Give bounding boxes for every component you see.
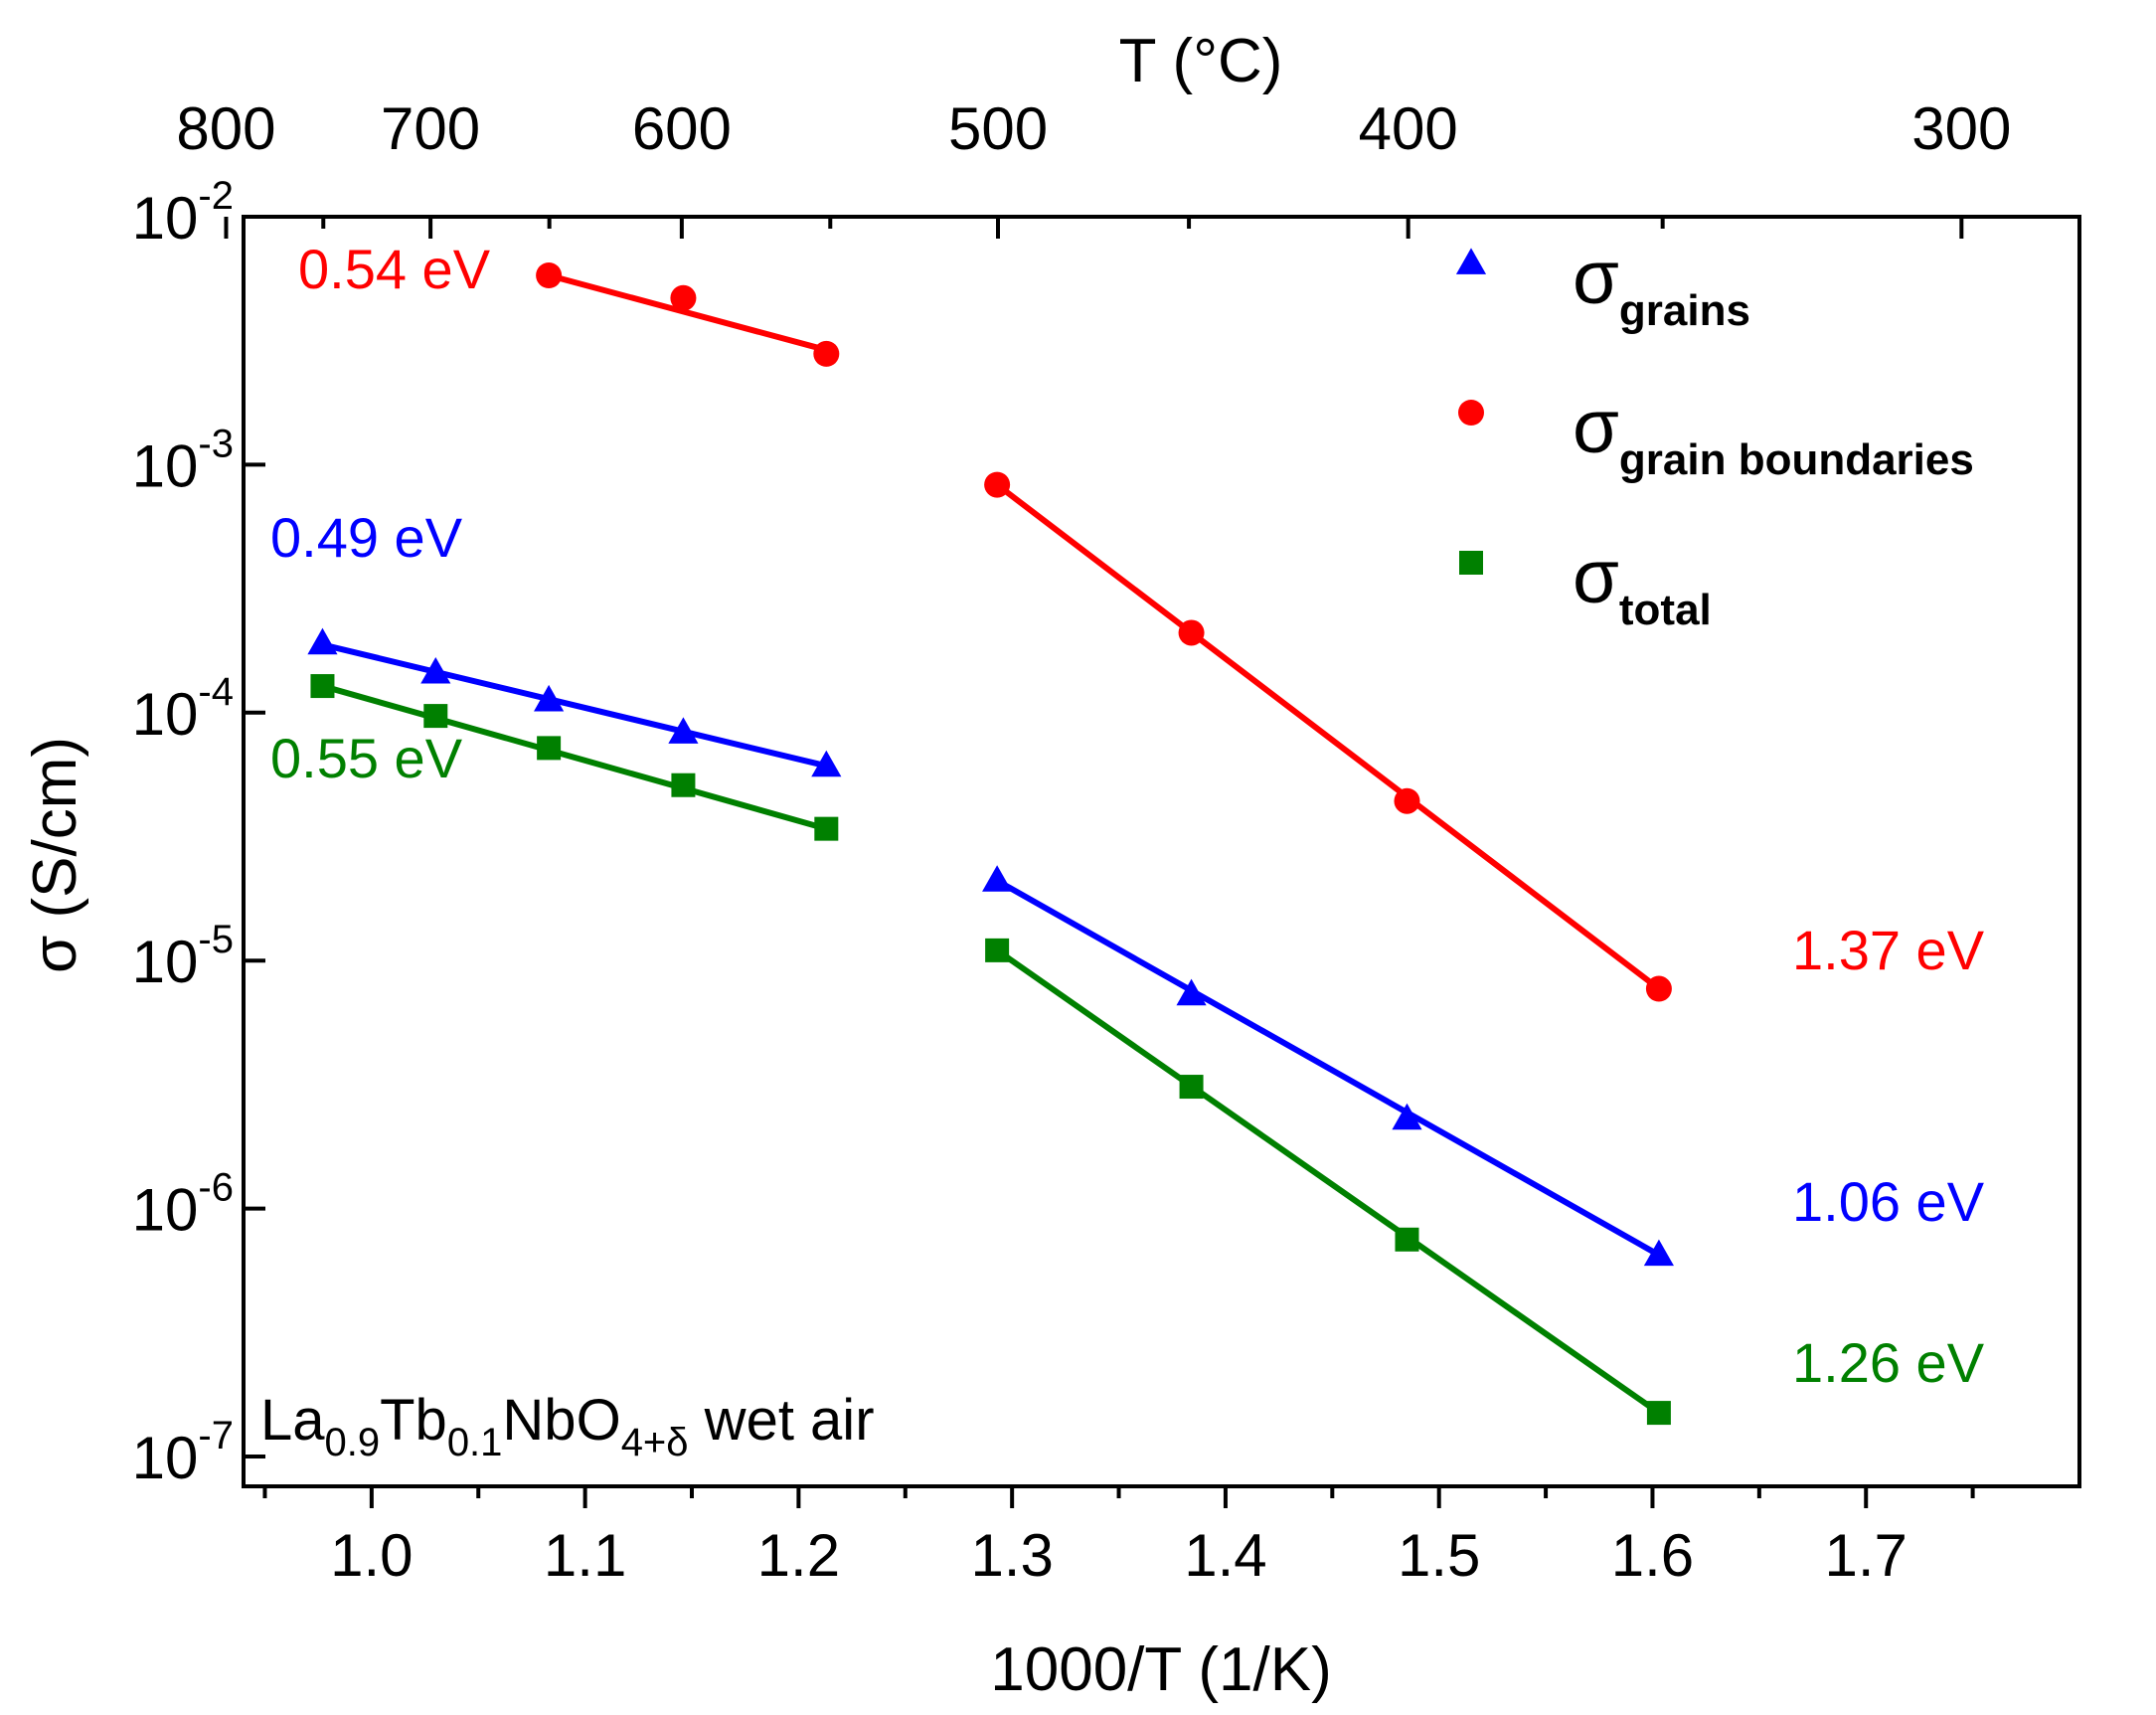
x-axis-title: 1000/T (1/K) <box>990 1635 1331 1704</box>
data-point <box>307 627 338 655</box>
fit-line <box>548 272 828 353</box>
fit-line <box>995 947 1661 1416</box>
sample-label: La0.9Tb0.1NbO4+δ wet air <box>260 1388 875 1464</box>
data-point <box>1176 978 1207 1006</box>
legend-marker <box>1459 551 1483 575</box>
data-point <box>1643 1239 1674 1267</box>
y-tick-label: 10-5 <box>132 918 234 995</box>
activation-energy-labels: 0.54 eV 0.49 eV 0.55 eV 1.37 eV 1.06 eV 1.26 … <box>270 238 1985 1394</box>
plot-frame <box>242 215 2081 1488</box>
y-tick-label: 10-7 <box>132 1414 234 1491</box>
data-point <box>1394 787 1420 814</box>
data-point <box>1646 1401 1671 1426</box>
fit-line <box>321 683 828 832</box>
data-point <box>985 938 1010 962</box>
fit-line <box>321 641 828 770</box>
data-point <box>1392 1103 1422 1130</box>
axes: 1.0 1.1 1.2 1.3 1.4 1.5 1.6 1.7 10-2 10-3 10-4 10-5… <box>132 95 2012 1589</box>
energy-label: 1.37 eV <box>1792 919 1985 981</box>
top-axis-title: T (°C) <box>1119 27 1283 95</box>
data-point <box>984 471 1011 498</box>
data-point <box>811 750 842 777</box>
data-point <box>671 772 696 797</box>
x-tick-label: 1.7 <box>1825 1522 1907 1589</box>
top-tick-label: 500 <box>948 95 1048 162</box>
y-tick-label: 10-4 <box>132 670 234 748</box>
x-tick-label: 1.2 <box>757 1522 840 1589</box>
data-point <box>423 704 448 729</box>
y-tick-label: 10-3 <box>132 422 234 499</box>
data-point <box>668 717 699 744</box>
legend-label: σgrains <box>1573 236 1750 335</box>
x-tick-label: 1.3 <box>970 1522 1053 1589</box>
x-tick-label: 1.0 <box>330 1522 413 1589</box>
fit-line <box>995 878 1661 1258</box>
y-tick-label: 10-6 <box>132 1166 234 1244</box>
data-point <box>1178 619 1205 646</box>
data-point <box>670 284 697 311</box>
y-tick-label: 10-2 <box>132 174 234 252</box>
data-point <box>420 656 451 684</box>
fit-lines <box>321 272 1661 1416</box>
energy-label: 0.54 eV <box>298 238 491 300</box>
x-tick-label: 1.5 <box>1398 1522 1480 1589</box>
fit-line <box>995 482 1661 991</box>
top-tick-label: 800 <box>176 95 275 162</box>
legend-label: σtotal <box>1573 535 1712 634</box>
data-point <box>814 816 839 841</box>
x-tick-label: 1.6 <box>1611 1522 1694 1589</box>
top-tick-label: 600 <box>632 95 732 162</box>
data-markers <box>307 262 1674 1426</box>
legend: σgrains σgrain boundaries σtotal <box>1455 236 1974 634</box>
legend-label: σgrain boundaries <box>1573 385 1974 484</box>
data-point <box>1645 975 1672 1002</box>
x-tick-label: 1.4 <box>1184 1522 1266 1589</box>
data-point <box>1179 1075 1204 1100</box>
legend-marker <box>1458 400 1484 426</box>
energy-label: 0.55 eV <box>270 727 463 789</box>
data-point <box>534 684 565 712</box>
data-point <box>537 736 562 761</box>
data-point <box>1395 1227 1419 1252</box>
y-axis-title: σ (S/cm) <box>21 737 89 973</box>
energy-label: 0.49 eV <box>270 506 463 569</box>
x-tick-label: 1.1 <box>544 1522 626 1589</box>
top-tick-label: 400 <box>1359 95 1458 162</box>
top-tick-label: 300 <box>1911 95 2011 162</box>
legend-marker <box>1455 248 1487 274</box>
data-point <box>536 262 563 289</box>
data-point <box>982 865 1013 892</box>
data-point <box>813 340 840 367</box>
top-tick-label: 700 <box>381 95 480 162</box>
energy-label: 1.26 eV <box>1792 1331 1985 1394</box>
data-point <box>310 674 335 699</box>
energy-label: 1.06 eV <box>1792 1170 1985 1233</box>
